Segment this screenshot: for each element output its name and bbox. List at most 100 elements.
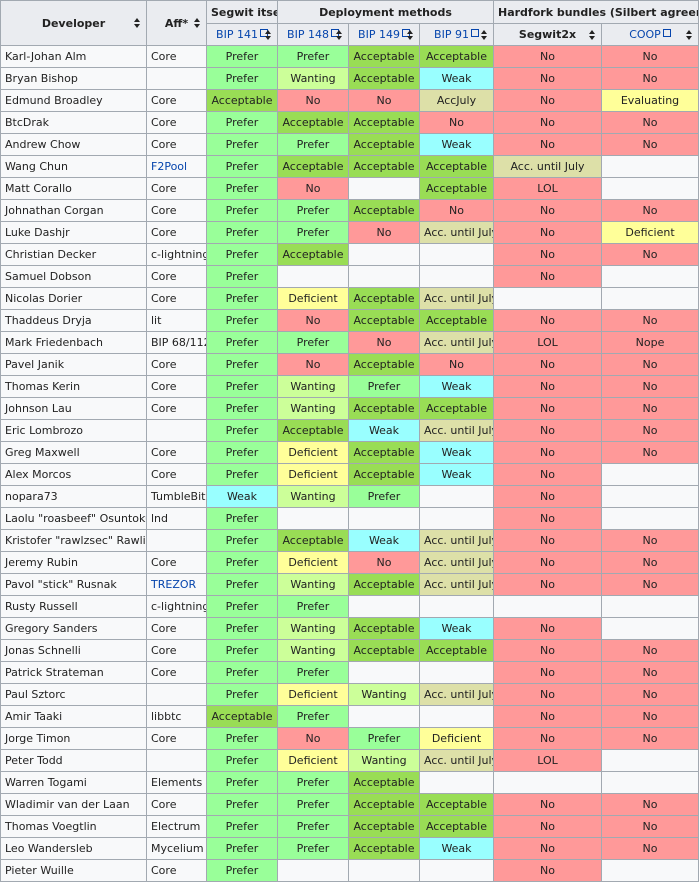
status-cell: [419, 507, 494, 530]
developer-cell: Jeremy Rubin: [0, 551, 147, 574]
affiliation-text: Core: [151, 138, 177, 151]
status-cell: No: [600, 837, 699, 860]
column-header[interactable]: BIP 149: [348, 23, 420, 46]
status-cell: Acc. until July: [419, 551, 494, 574]
status-cell: Prefer: [348, 727, 420, 750]
status-cell: Acceptable: [277, 243, 349, 266]
status-cell: No: [600, 67, 699, 90]
status-cell: No: [493, 859, 602, 882]
affiliation-text: Core: [151, 358, 177, 371]
status-cell: Wanting: [348, 683, 420, 706]
column-header[interactable]: BIP 148: [277, 23, 349, 46]
status-cell: Acc. until July: [493, 155, 602, 178]
affiliation-text: Core: [151, 50, 177, 63]
status-cell: Wanting: [277, 485, 349, 508]
column-header[interactable]: Segwit2x: [493, 23, 602, 46]
affiliation-text: Core: [151, 204, 177, 217]
table-row: Jeremy Rubin Core Prefer Deficient No Acc. un…: [0, 551, 699, 574]
table-row: Thomas Voegtlin Electrum Prefer Prefer Accep…: [0, 815, 699, 838]
affiliation-cell: [146, 67, 207, 90]
developer-cell: Edmund Broadley: [0, 89, 147, 112]
table-row: Mark Friedenbach BIP 68/112 Prefer Prefer No…: [0, 331, 699, 354]
status-cell: Acceptable: [348, 617, 420, 640]
developer-cell: Greg Maxwell: [0, 441, 147, 464]
affiliation-link[interactable]: F2Pool: [151, 160, 188, 173]
column-link[interactable]: COOP: [629, 28, 671, 41]
table-row: Gregory Sanders Core Prefer Wanting Acceptab…: [0, 617, 699, 640]
status-cell: Wanting: [277, 375, 349, 398]
status-cell: LOL: [493, 749, 602, 772]
affiliation-cell: Core: [146, 353, 207, 376]
developer-cell: Laolu "roasbeef" Osuntokun: [0, 507, 147, 530]
column-link[interactable]: BIP 149: [358, 28, 410, 41]
status-cell: Prefer: [206, 727, 278, 750]
column-link[interactable]: BIP 148: [287, 28, 339, 41]
table-row: Johnson Lau Core Prefer Wanting Acceptable Ac…: [0, 397, 699, 420]
status-cell: Acceptable: [277, 419, 349, 442]
status-cell: No: [277, 89, 349, 112]
developer-cell: Paul Sztorc: [0, 683, 147, 706]
status-cell: Prefer: [277, 771, 349, 794]
status-cell: [493, 287, 602, 310]
status-cell: No: [600, 353, 699, 376]
status-cell: Acceptable: [348, 309, 420, 332]
affiliation-cell: lnd: [146, 507, 207, 530]
affiliation-cell: Core: [146, 89, 207, 112]
status-cell: No: [493, 683, 602, 706]
developer-cell: Pieter Wuille: [0, 859, 147, 882]
status-cell: Prefer: [206, 793, 278, 816]
status-cell: Acceptable: [419, 309, 494, 332]
affiliation-text: Elements: [151, 776, 203, 789]
affiliation-cell: Core: [146, 859, 207, 882]
status-cell: No: [493, 353, 602, 376]
status-cell: Acceptable: [348, 793, 420, 816]
status-cell: No: [493, 67, 602, 90]
affiliation-link[interactable]: TREZOR: [151, 578, 197, 591]
affiliation-cell: Core: [146, 133, 207, 156]
status-cell: No: [493, 661, 602, 684]
table-row: Johnathan Corgan Core Prefer Prefer Acceptab…: [0, 199, 699, 222]
column-header[interactable]: BIP 141: [206, 23, 278, 46]
column-header[interactable]: COOP: [600, 23, 699, 46]
affiliation-text: c-lightning: [151, 248, 207, 261]
affiliation-text: lnd: [151, 512, 169, 525]
developer-cell: Patrick Strateman: [0, 661, 147, 684]
status-cell: No: [600, 199, 699, 222]
affiliation-text: Core: [151, 798, 177, 811]
status-cell: Acceptable: [277, 111, 349, 134]
status-cell: No: [493, 199, 602, 222]
developer-cell: Nicolas Dorier: [0, 287, 147, 310]
status-cell: Prefer: [206, 749, 278, 772]
affiliation-cell: Core: [146, 441, 207, 464]
affiliation-cell: [146, 419, 207, 442]
status-cell: Prefer: [206, 859, 278, 882]
column-link[interactable]: BIP 91: [434, 28, 479, 41]
status-cell: No: [600, 441, 699, 464]
table-row: Warren Togami Elements Prefer Prefer Accepta…: [0, 771, 699, 794]
status-cell: Prefer: [206, 67, 278, 90]
affiliation-cell: Core: [146, 397, 207, 420]
column-link[interactable]: BIP 141: [216, 28, 268, 41]
affiliation-header[interactable]: Aff*: [146, 0, 207, 46]
status-cell: Acc. until July: [419, 529, 494, 552]
status-cell: No: [600, 45, 699, 68]
affiliation-cell: Core: [146, 661, 207, 684]
status-cell: Acceptable: [419, 639, 494, 662]
column-header[interactable]: BIP 91: [419, 23, 494, 46]
developer-cell: Wladimir van der Laan: [0, 793, 147, 816]
group-header: Segwit itself: [206, 0, 278, 24]
developer-cell: Jorge Timon: [0, 727, 147, 750]
status-cell: [600, 749, 699, 772]
developer-header[interactable]: Developer: [0, 0, 147, 46]
status-cell: No: [493, 133, 602, 156]
status-cell: Acceptable: [419, 177, 494, 200]
table-row: Wang Chun F2Pool Prefer Acceptable Acceptabl…: [0, 155, 699, 178]
status-cell: Prefer: [277, 331, 349, 354]
developer-cell: Johnson Lau: [0, 397, 147, 420]
table-row: Christian Decker c-lightning Prefer Accepta…: [0, 243, 699, 266]
status-cell: Acceptable: [348, 287, 420, 310]
status-cell: Acc. until July: [419, 683, 494, 706]
status-cell: Acc. until July: [419, 221, 494, 244]
status-cell: Evaluating: [600, 89, 699, 112]
status-cell: Acceptable: [348, 815, 420, 838]
